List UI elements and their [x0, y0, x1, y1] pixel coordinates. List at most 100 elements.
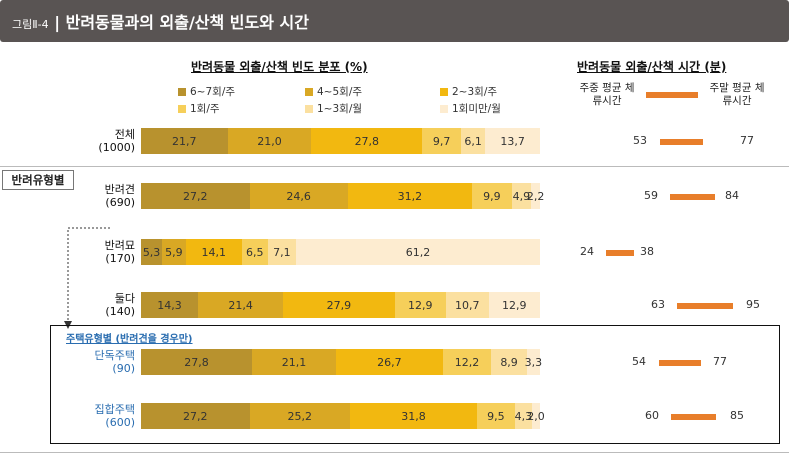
bar-segment: 31,2 — [347, 183, 473, 209]
weekend-time-value: 84 — [725, 189, 739, 202]
stacked-bar: 27,2 25,2 31,8 9,5 4,3 2,0 — [141, 403, 545, 429]
stacked-bar: 27,8 21,1 26,7 12,2 8,9 3,3 — [141, 349, 543, 375]
bar-segment: 14,3 — [141, 292, 198, 318]
segment-value-label: 21,1 — [281, 355, 307, 369]
bar-segment: 25,2 — [249, 403, 351, 429]
segment-value-label: 27,2 — [183, 409, 208, 423]
bar-segment: 61,2 — [296, 239, 540, 265]
bar-segment: 8,9 — [491, 349, 527, 375]
bar-segment: 27,9 — [283, 292, 395, 318]
bottom-line — [0, 452, 789, 453]
segment-value-label: 6,1 — [464, 134, 482, 148]
weekend-time-value: 77 — [740, 134, 754, 147]
time-range-bar — [670, 194, 715, 200]
legend-swatch — [178, 104, 186, 113]
weekend-time-value: 85 — [730, 409, 744, 422]
weekend-time-value: 95 — [746, 298, 760, 311]
segment-value-label: 12,9 — [407, 298, 433, 312]
segment-value-label: 27,8 — [184, 355, 209, 369]
segment-value-label: 12,9 — [502, 298, 527, 312]
segment-value-label: 13,7 — [500, 134, 525, 148]
bar-segment: 5,9 — [162, 239, 186, 265]
housing-type-box — [50, 325, 780, 444]
segment-value-label: 12,2 — [454, 355, 480, 369]
bar-segment: 2,0 — [527, 403, 545, 429]
row-label: 집합주택 (600) — [45, 403, 135, 429]
bar-segment: 27,8 — [311, 128, 423, 154]
legend-label: 1회미만/월 — [452, 103, 501, 115]
segment-value-label: 9,7 — [432, 134, 451, 148]
legend-label: 1회/주 — [190, 103, 220, 115]
segment-value-label: 21,4 — [228, 298, 253, 312]
row-label-name: 반려묘 — [104, 239, 135, 252]
legend-label: 1~3회/월 — [317, 103, 363, 115]
bar-segment: 12,9 — [488, 292, 540, 318]
legend-item: 1~3회/월 — [305, 101, 362, 116]
segment-value-label: 31,2 — [397, 189, 423, 203]
segment-value-label: 2,0 — [527, 409, 545, 423]
legend-item: 1회미만/월 — [440, 101, 501, 116]
bar-segment: 2,2 — [527, 183, 544, 209]
time-range-bar — [659, 360, 701, 366]
stacked-bar: 14,3 21,4 27,9 12,9 10,7 12,9 — [141, 292, 540, 318]
segment-value-label: 14,3 — [157, 298, 182, 312]
row-label: 반려견 (690) — [45, 183, 135, 209]
bar-segment: 13,7 — [485, 128, 540, 154]
bar-segment: 12,9 — [394, 292, 446, 318]
segment-value-label: 27,9 — [326, 298, 352, 312]
weekday-time-value: 63 — [651, 298, 665, 311]
segment-value-label: 61,2 — [405, 245, 431, 259]
row-label-n: (690) — [105, 196, 135, 209]
time-range-bar — [606, 250, 634, 256]
segment-value-label: 3,3 — [524, 355, 543, 369]
row-label-name: 전체 — [114, 128, 135, 141]
legend-item: 6~7회/주 — [178, 84, 235, 99]
figure-title-text: 반려동물과의 외출/산책 빈도와 시간 — [65, 13, 309, 32]
row-label-n: (90) — [112, 362, 135, 375]
bar-segment: 21,1 — [251, 349, 337, 375]
time-range-bar — [660, 139, 704, 145]
segment-value-label: 10,7 — [454, 298, 480, 312]
segment-value-label: 25,2 — [287, 409, 313, 423]
stacked-bar: 27,2 24,6 31,2 9,9 4,9 2,2 — [141, 183, 544, 209]
legend-label: 4~5회/주 — [317, 86, 363, 98]
segment-value-label: 21,7 — [172, 134, 197, 148]
bar-segment: 4,3 — [515, 403, 532, 429]
divider-line — [0, 166, 789, 167]
segment-value-label: 5,3 — [142, 245, 161, 259]
segment-value-label: 2,2 — [526, 189, 545, 203]
segment-value-label: 31,8 — [401, 409, 426, 423]
segment-value-label: 4,9 — [512, 189, 531, 203]
segment-value-label: 5,9 — [165, 245, 183, 259]
weekday-time-value: 59 — [644, 189, 658, 202]
section-label-pet-type: 반려유형별 — [2, 170, 74, 190]
bar-segment: 9,7 — [422, 128, 461, 154]
bar-segment: 31,8 — [350, 403, 477, 429]
segment-value-label: 8,9 — [500, 355, 518, 369]
bar-segment: 7,1 — [267, 239, 297, 265]
legend-item: 2~3회/주 — [440, 84, 497, 99]
segment-value-label: 27,2 — [183, 189, 208, 203]
row-label: 반려묘 (170) — [45, 239, 135, 265]
weekday-time-value: 24 — [580, 245, 594, 258]
bar-segment: 27,2 — [141, 403, 250, 429]
row-label-name: 집합주택 — [94, 403, 135, 416]
row-label-n: (1000) — [98, 141, 135, 154]
figure-number: 그림Ⅱ-4 — [12, 18, 49, 31]
row-label-name: 둘다 — [114, 292, 135, 305]
legend-swatch — [305, 87, 313, 96]
weekend-time-value: 77 — [713, 355, 727, 368]
weekday-time-value: 54 — [632, 355, 646, 368]
row-label: 단독주택 (90) — [45, 349, 135, 375]
legend-item: 4~5회/주 — [305, 84, 362, 99]
legend-label: 2~3회/주 — [452, 86, 498, 98]
legend-swatch — [178, 87, 186, 96]
weekday-time-value: 60 — [645, 409, 659, 422]
housing-type-label: 주택유형별 (반려견을 경우만) — [66, 334, 193, 345]
figure-title: 그림Ⅱ-4 | 반려동물과의 외출/산책 빈도와 시간 — [12, 13, 309, 32]
bar-segment: 9,9 — [472, 183, 512, 209]
time-legend-bar — [646, 92, 698, 98]
bar-segment: 6,1 — [460, 128, 486, 154]
segment-value-label: 14,1 — [201, 245, 226, 259]
time-range-bar — [677, 303, 733, 309]
